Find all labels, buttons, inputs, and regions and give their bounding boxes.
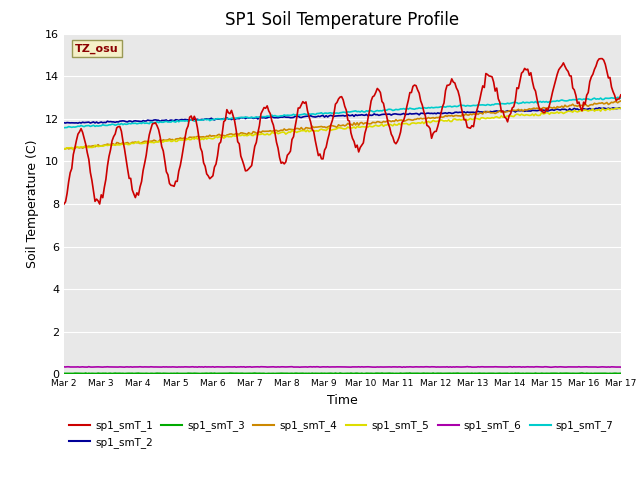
sp1_smT_4 [303,125,311,131]
sp1_smT_6 [129,364,136,370]
Y-axis label: Soil Temperature (C): Soil Temperature (C) [26,140,40,268]
sp1_smT_2 [616,105,623,110]
sp1_smT_2 [305,113,313,119]
sp1_smT_1 [588,74,595,80]
X-axis label: Time: Time [327,394,358,407]
sp1_smT_3 [254,371,262,376]
sp1_smT_5 [305,129,313,134]
sp1_smT_7 [244,115,252,120]
Line: sp1_smT_7: sp1_smT_7 [64,97,621,128]
Title: SP1 Soil Temperature Profile: SP1 Soil Temperature Profile [225,11,460,29]
sp1_smT_5 [246,131,254,137]
sp1_smT_6 [303,364,311,370]
Text: TZ_osu: TZ_osu [75,44,119,54]
sp1_smT_2 [617,106,625,111]
sp1_smT_1 [255,123,263,129]
sp1_smT_2 [255,114,263,120]
sp1_smT_5 [588,108,595,113]
sp1_smT_4 [129,139,136,145]
sp1_smT_3 [244,371,252,376]
sp1_smT_3 [617,371,625,376]
sp1_smT_5 [70,147,77,153]
sp1_smT_5 [228,134,236,140]
sp1_smT_3 [60,371,68,376]
Line: sp1_smT_4: sp1_smT_4 [64,101,621,149]
sp1_smT_6 [398,364,406,370]
sp1_smT_1 [228,108,236,113]
sp1_smT_6 [463,364,471,370]
sp1_smT_6 [60,364,68,370]
sp1_smT_5 [255,132,263,137]
sp1_smT_2 [130,118,138,124]
sp1_smT_7 [129,120,136,126]
sp1_smT_7 [60,125,68,131]
sp1_smT_1 [305,114,313,120]
sp1_smT_7 [303,112,311,118]
sp1_smT_2 [74,120,82,126]
sp1_smT_6 [254,364,262,370]
sp1_smT_5 [617,105,625,111]
Line: sp1_smT_1: sp1_smT_1 [64,59,621,204]
sp1_smT_1 [598,56,606,61]
sp1_smT_7 [617,95,625,101]
sp1_smT_3 [226,370,234,376]
sp1_smT_7 [586,96,594,102]
sp1_smT_4 [254,130,262,136]
sp1_smT_7 [226,116,234,122]
Line: sp1_smT_5: sp1_smT_5 [64,108,621,150]
sp1_smT_2 [60,120,68,126]
sp1_smT_3 [129,371,136,376]
sp1_smT_6 [589,364,596,370]
sp1_smT_4 [226,131,234,137]
sp1_smT_5 [130,141,138,146]
sp1_smT_3 [305,371,313,376]
sp1_smT_2 [588,107,595,112]
Legend: sp1_smT_1, sp1_smT_2, sp1_smT_3, sp1_smT_4, sp1_smT_5, sp1_smT_6, sp1_smT_7: sp1_smT_1, sp1_smT_2, sp1_smT_3, sp1_smT… [69,420,614,447]
sp1_smT_4 [586,102,594,108]
sp1_smT_6 [617,364,625,370]
sp1_smT_1 [96,201,104,207]
Line: sp1_smT_2: sp1_smT_2 [64,108,621,123]
sp1_smT_4 [244,130,252,135]
sp1_smT_7 [614,95,621,100]
sp1_smT_2 [228,117,236,122]
sp1_smT_3 [589,371,596,376]
sp1_smT_7 [254,114,262,120]
sp1_smT_4 [617,98,625,104]
sp1_smT_1 [617,92,625,98]
sp1_smT_3 [262,371,269,376]
sp1_smT_1 [130,191,138,197]
sp1_smT_6 [226,364,234,370]
sp1_smT_1 [246,164,254,170]
sp1_smT_1 [60,201,68,207]
sp1_smT_5 [60,145,68,151]
sp1_smT_2 [246,115,254,120]
sp1_smT_3 [578,370,586,376]
sp1_smT_4 [60,146,68,152]
sp1_smT_6 [244,364,252,370]
